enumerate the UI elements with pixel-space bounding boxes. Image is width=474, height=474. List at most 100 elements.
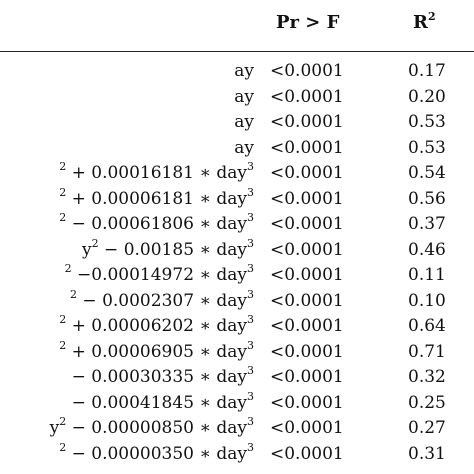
equation-text: − 0.0002307 ∗ day [77, 290, 247, 311]
r-squared-cell: 0.25 [408, 392, 446, 413]
equation-exponent: 2 [59, 211, 67, 224]
equation-exponent: 2 [70, 287, 78, 301]
equation-exponent: 3 [247, 338, 254, 352]
equation-text: − 0.00041845 ∗ day [71, 392, 247, 413]
r-squared-cell: 0.56 [408, 188, 446, 209]
pr-f-header: Pr > F [276, 12, 340, 33]
p-value-cell: <0.0001 [270, 443, 344, 464]
model-equation-cell: 2 + 0.00006905 ∗ day3 [59, 340, 254, 364]
table-row: 2 − 0.0002307 ∗ day3 <0.0001 0.10 [0, 289, 474, 313]
p-value-cell: <0.0001 [270, 392, 344, 413]
p-value-cell: <0.0001 [270, 214, 344, 234]
equation-exponent: 3 [247, 415, 254, 428]
equation-exponent: 3 [247, 211, 254, 224]
r-squared-cell: 0.53 [408, 137, 446, 158]
p-value-cell: <0.0001 [270, 239, 344, 260]
table-row: ay <0.0001 0.53 [0, 136, 474, 160]
r-squared-cell: 0.32 [408, 367, 446, 387]
equation-text: ay [234, 86, 254, 107]
table-row: 2 − 0.00000350 ∗ day3 <0.0001 0.31 [0, 442, 474, 466]
model-equation-cell: y2 − 0.00185 ∗ day3 [82, 238, 254, 262]
equation-text: + 0.00016181 ∗ day [66, 163, 247, 183]
p-value-cell: <0.0001 [270, 341, 344, 362]
table-row: 2 + 0.00006181 ∗ day3 <0.0001 0.56 [0, 187, 474, 211]
r-squared-cell: 0.10 [408, 290, 446, 311]
p-value-cell: <0.0001 [270, 112, 344, 132]
p-value-cell: <0.0001 [270, 290, 344, 311]
table-row: y2 − 0.00000850 ∗ day3 <0.0001 0.27 [0, 416, 474, 440]
equation-exponent: 3 [247, 262, 254, 275]
r-squared-cell: 0.46 [408, 239, 446, 260]
equation-exponent: 2 [64, 262, 72, 275]
table-row: − 0.00030335 ∗ day3 <0.0001 0.32 [0, 365, 474, 389]
equation-text: − 0.00061806 ∗ day [66, 214, 247, 234]
model-equation-cell: 2 −0.00014972 ∗ day3 [65, 263, 254, 287]
r-squared-base: R [413, 12, 428, 33]
p-value-cell: <0.0001 [270, 316, 344, 336]
equation-exponent: 3 [247, 389, 254, 403]
equation-exponent: 2 [59, 338, 67, 352]
table-row: 2 + 0.00016181 ∗ day3 <0.0001 0.54 [0, 161, 474, 185]
table-row: 2 + 0.00006905 ∗ day3 <0.0001 0.71 [0, 340, 474, 364]
equation-text: ay [234, 137, 254, 158]
model-equation-cell: 2 − 0.00000350 ∗ day3 [59, 442, 254, 466]
r-squared-cell: 0.31 [408, 443, 446, 464]
equation-exponent: 2 [59, 440, 67, 454]
equation-exponent: 2 [59, 313, 67, 326]
r-squared-header: R2 [413, 11, 436, 33]
r-squared-cell: 0.17 [408, 61, 446, 81]
model-equation-cell: − 0.00030335 ∗ day3 [72, 365, 254, 389]
equation-exponent: 3 [247, 287, 254, 301]
model-equation-cell: y2 − 0.00000850 ∗ day3 [50, 416, 254, 440]
equation-text: + 0.00006202 ∗ day [66, 316, 247, 336]
p-value-cell: <0.0001 [270, 86, 344, 107]
equation-text: y [82, 239, 92, 260]
equation-exponent: 3 [247, 185, 254, 199]
table-row: − 0.00041845 ∗ day3 <0.0001 0.25 [0, 391, 474, 415]
p-value-cell: <0.0001 [270, 265, 344, 285]
r-squared-cell: 0.37 [408, 214, 446, 234]
equation-text: − 0.00000350 ∗ day [66, 443, 247, 464]
p-value-cell: <0.0001 [270, 367, 344, 387]
p-value-cell: <0.0001 [270, 163, 344, 183]
equation-text: −0.00014972 ∗ day [71, 265, 247, 285]
equation-text: ay [234, 112, 254, 132]
p-value-cell: <0.0001 [270, 61, 344, 81]
model-equation-cell: 2 − 0.0002307 ∗ day3 [70, 289, 254, 313]
equation-exponent: 2 [59, 185, 67, 199]
equation-text: + 0.00006181 ∗ day [66, 188, 247, 209]
p-value-cell: <0.0001 [270, 418, 344, 438]
equation-text: − 0.00000850 ∗ day [66, 418, 247, 438]
model-equation-cell: ay [234, 136, 254, 160]
equation-exponent: 3 [247, 364, 254, 377]
table-row: 2 + 0.00006202 ∗ day3 <0.0001 0.64 [0, 314, 474, 338]
header-rule [0, 51, 474, 52]
table-row: ay <0.0001 0.20 [0, 85, 474, 109]
equation-text: − 0.00030335 ∗ day [71, 367, 247, 387]
equation-exponent: 3 [247, 160, 254, 173]
model-equation-cell: ay [234, 85, 254, 109]
r-squared-cell: 0.64 [408, 316, 446, 336]
table-row: ay <0.0001 0.17 [0, 59, 474, 83]
table-header: Pr > F R2 [0, 0, 474, 52]
model-equation-cell: 2 + 0.00016181 ∗ day3 [59, 161, 254, 185]
r-squared-cell: 0.27 [408, 418, 446, 438]
equation-exponent: 3 [247, 440, 254, 454]
equation-text: ay [234, 61, 254, 81]
p-value-cell: <0.0001 [270, 188, 344, 209]
equation-exponent: 3 [247, 236, 254, 250]
p-value-cell: <0.0001 [270, 137, 344, 158]
equation-exponent: 2 [91, 236, 99, 250]
r-squared-cell: 0.71 [408, 341, 446, 362]
table-row: ay <0.0001 0.53 [0, 110, 474, 134]
model-equation-cell: 2 − 0.00061806 ∗ day3 [59, 212, 254, 236]
model-equation-cell: 2 + 0.00006181 ∗ day3 [59, 187, 254, 211]
equation-text: y [49, 418, 60, 438]
equation-text: + 0.00006905 ∗ day [66, 341, 247, 362]
equation-exponent: 2 [59, 160, 67, 173]
model-equation-cell: ay [234, 110, 254, 134]
equation-exponent: 3 [247, 313, 254, 326]
r-squared-cell: 0.53 [408, 112, 446, 132]
table-row: 2 − 0.00061806 ∗ day3 <0.0001 0.37 [0, 212, 474, 236]
